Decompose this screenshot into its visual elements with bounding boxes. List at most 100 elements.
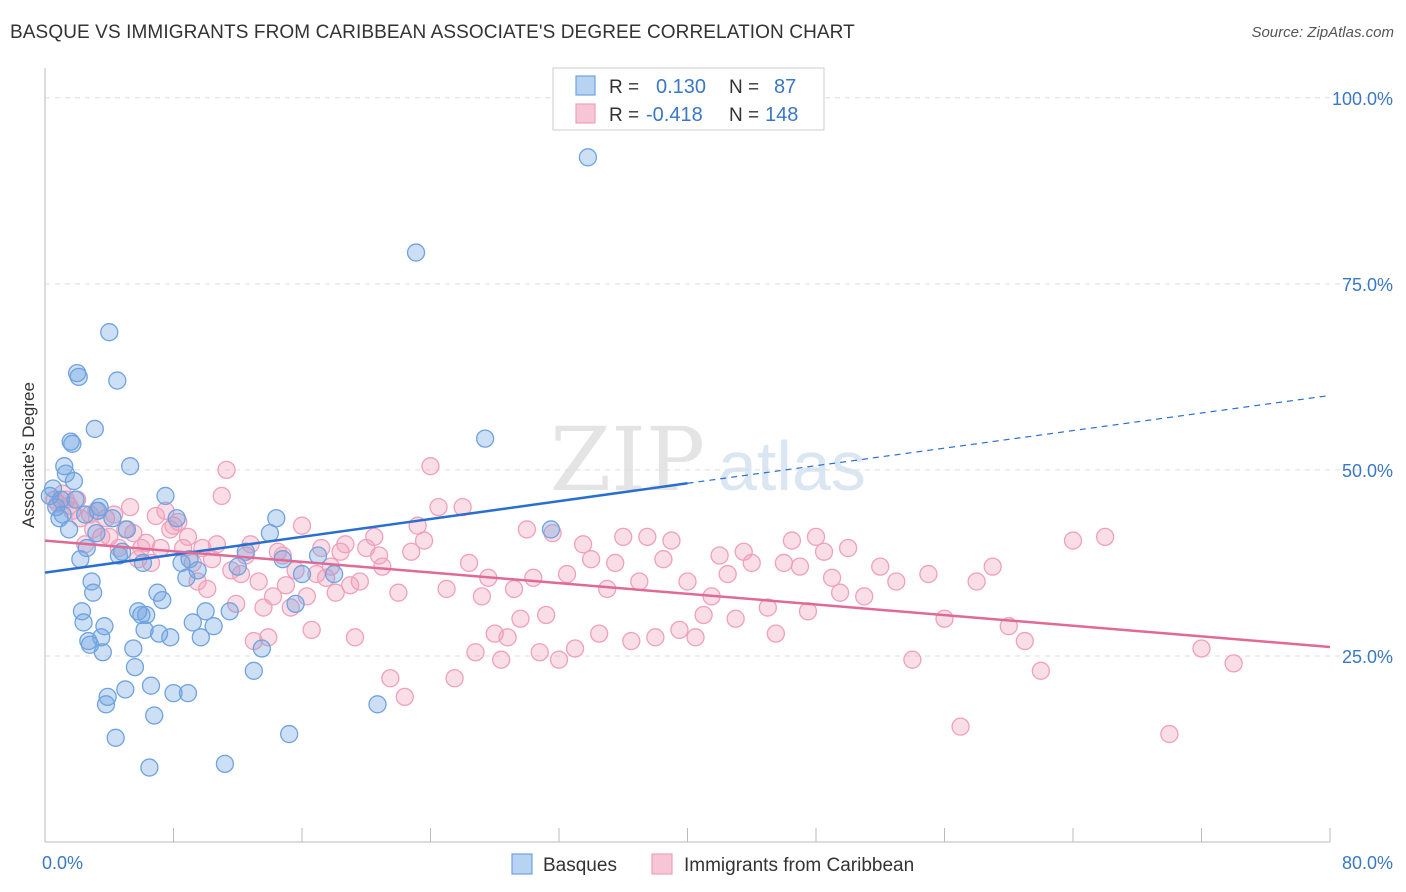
caribbean-point xyxy=(178,527,198,547)
caribbean-point xyxy=(782,531,802,550)
caribbean-point xyxy=(790,557,810,576)
basque-point xyxy=(164,684,183,703)
basque-point xyxy=(167,509,186,528)
caribbean-point xyxy=(292,516,312,535)
caribbean-point xyxy=(614,527,633,547)
caribbean-point xyxy=(742,553,761,573)
basque-point xyxy=(87,523,106,543)
basque-point xyxy=(161,628,180,647)
caribbean-point xyxy=(530,643,549,662)
basque-point xyxy=(92,628,111,647)
basque-point xyxy=(85,419,104,439)
watermark-atlas: atlas xyxy=(718,427,866,505)
basque-point xyxy=(108,371,127,390)
caribbean-point xyxy=(935,609,954,628)
watermark-zip: ZIP xyxy=(550,408,705,511)
caribbean-point xyxy=(871,557,890,576)
caribbean-point xyxy=(581,550,601,569)
caribbean-point xyxy=(598,579,617,599)
trendlines xyxy=(44,394,1331,649)
bottom-legend: Basques Immigrants from Caribbean xyxy=(511,853,914,876)
legend-r-label-2: R = xyxy=(609,105,639,126)
caribbean-point xyxy=(638,527,657,547)
caribbean-point xyxy=(466,643,485,662)
caribbean-point xyxy=(951,717,970,736)
bottom-legend-caribbean: Immigrants from Caribbean xyxy=(684,855,914,876)
basque-point xyxy=(191,628,210,647)
basque-trendline-extension xyxy=(687,394,1331,484)
basque-point xyxy=(279,724,299,744)
basque-points xyxy=(40,148,598,777)
caribbean-point xyxy=(429,497,448,517)
basque-point xyxy=(51,490,71,509)
y-tick-labels: 25.0% 50.0% 75.0% 100.0% xyxy=(1332,89,1393,667)
caribbean-point xyxy=(302,620,321,640)
basque-point xyxy=(541,520,561,539)
basque-point xyxy=(196,602,215,621)
caribbean-point xyxy=(967,572,986,591)
basque-point xyxy=(215,754,235,774)
legend-box: R = 0.130 N = 87 R = -0.418 N = 148 xyxy=(552,67,825,131)
legend-swatch-caribbean xyxy=(575,103,596,124)
caribbean-point xyxy=(822,568,842,587)
caribbean-point xyxy=(369,546,389,565)
bottom-legend-basques: Basques xyxy=(543,855,617,876)
caribbean-trendline xyxy=(44,539,1331,649)
caribbean-point xyxy=(395,687,414,707)
bottom-legend-swatch-caribbean xyxy=(651,853,673,875)
basque-point xyxy=(188,561,207,580)
caribbean-point xyxy=(838,538,858,558)
caribbean-point xyxy=(212,486,231,506)
caribbean-point xyxy=(726,609,745,628)
caribbean-point xyxy=(259,628,278,647)
basque-point xyxy=(98,687,117,707)
caribbean-point xyxy=(381,669,400,688)
basque-point xyxy=(178,684,198,703)
x-tick-max: 80.0% xyxy=(1342,853,1393,873)
caribbean-point xyxy=(437,579,456,599)
caribbean-point xyxy=(326,583,345,602)
basque-point xyxy=(124,639,143,658)
caribbean-point xyxy=(573,535,593,554)
y-tick-label: 25.0% xyxy=(1342,647,1393,667)
caribbean-point xyxy=(678,572,697,591)
basque-point xyxy=(64,471,84,491)
basque-point xyxy=(55,457,74,476)
basque-point xyxy=(292,564,312,584)
legend-swatch-basques xyxy=(575,75,596,96)
caribbean-point xyxy=(345,628,365,647)
basque-point xyxy=(77,538,96,558)
watermark: ZIP atlas xyxy=(550,408,866,511)
caribbean-point xyxy=(855,587,874,606)
caribbean-point xyxy=(276,576,296,595)
caribbean-point xyxy=(524,568,543,587)
caribbean-point xyxy=(1063,531,1083,550)
caribbean-point xyxy=(537,605,556,625)
basque-point xyxy=(368,695,387,714)
caribbean-point xyxy=(557,564,577,584)
basque-point xyxy=(63,434,82,453)
basque-trendline xyxy=(44,482,688,574)
y-tick-label: 75.0% xyxy=(1342,275,1393,295)
caribbean-point xyxy=(459,553,479,573)
basque-point xyxy=(93,643,112,662)
y-axis-label: Associate's Degree xyxy=(19,382,38,528)
basque-point xyxy=(96,695,116,714)
basque-point xyxy=(125,657,145,677)
caribbean-point xyxy=(903,650,922,669)
caribbean-point xyxy=(806,527,826,547)
basque-point xyxy=(141,676,161,695)
basque-point xyxy=(308,546,328,565)
caribbean-point xyxy=(492,650,511,669)
caribbean-point xyxy=(758,598,777,617)
caribbean-point xyxy=(1192,639,1211,658)
caribbean-point xyxy=(766,624,785,643)
caribbean-point xyxy=(389,583,408,602)
basque-point xyxy=(103,509,122,528)
caribbean-point xyxy=(887,572,906,591)
bottom-legend-swatch-basques xyxy=(511,853,533,875)
basque-point xyxy=(84,583,103,602)
caribbean-point xyxy=(549,650,569,669)
caribbean-point xyxy=(350,572,369,591)
